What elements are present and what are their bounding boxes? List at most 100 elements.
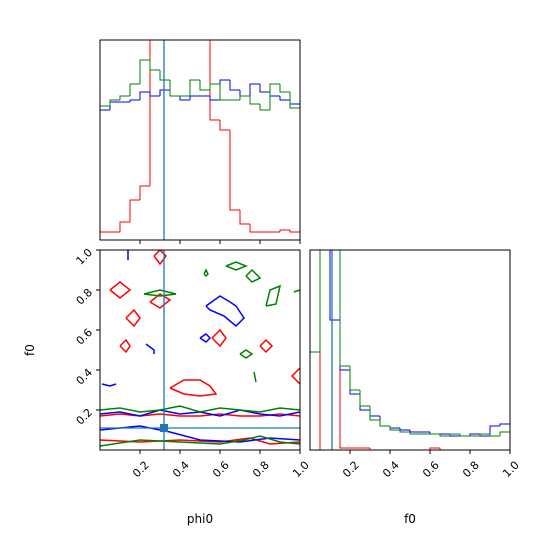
x-tick-label: 0.4	[380, 459, 402, 481]
contour-line	[211, 328, 227, 348]
hist-step	[319, 250, 321, 450]
x-tick-label: 0.2	[130, 459, 152, 481]
hist-step	[289, 92, 300, 240]
hist-step	[379, 420, 390, 427]
hist-step	[159, 70, 170, 81]
hist-step	[249, 96, 260, 105]
hist-step	[379, 416, 390, 427]
hist-step	[199, 80, 210, 91]
hist-step	[359, 394, 370, 411]
hist-step	[129, 83, 140, 96]
contour-line	[100, 425, 300, 443]
hist-step	[209, 96, 220, 101]
contour-line	[169, 379, 218, 397]
contour-line	[100, 435, 300, 447]
contour-line	[259, 338, 274, 354]
hist-step	[100, 105, 110, 240]
hist-step	[219, 79, 230, 100]
hist-step	[229, 80, 240, 91]
hist-step	[139, 91, 150, 100]
hist-step	[129, 99, 140, 102]
plot-area	[100, 40, 300, 240]
x-tick-label: 1.0	[500, 459, 522, 481]
hist-step	[399, 428, 410, 431]
contour-line	[205, 295, 245, 328]
x-tick-label: 0.8	[250, 459, 272, 481]
hist-step	[469, 433, 480, 436]
hist-step	[129, 199, 140, 222]
contour-line	[293, 289, 300, 293]
hist-step	[439, 434, 450, 437]
hist-step	[499, 431, 510, 450]
contour-line	[245, 268, 262, 283]
hist-step	[310, 351, 320, 450]
hist-step	[100, 231, 110, 240]
hist-step	[329, 250, 340, 251]
contour-line	[100, 405, 300, 413]
y-tick-label: 0.2	[74, 406, 96, 428]
hist-step	[139, 59, 150, 84]
hist-step	[159, 89, 170, 96]
hist-step	[499, 423, 510, 450]
axes-frame	[309, 249, 511, 451]
hist-step	[389, 426, 400, 429]
hist-step	[219, 84, 230, 101]
axes-frame	[99, 39, 301, 241]
contour-line	[145, 343, 155, 354]
y-tick-label: 0.4	[74, 366, 96, 388]
axes-frame	[99, 249, 301, 451]
hist-step	[339, 320, 350, 371]
contour-line	[100, 437, 300, 445]
hist-step	[279, 229, 290, 232]
hist-step	[369, 448, 380, 450]
y-axis-label: f0	[23, 344, 37, 356]
x-tick-label: 0.2	[340, 459, 362, 481]
hist-step	[459, 434, 470, 437]
truth-marker	[160, 424, 168, 432]
hist-step	[269, 83, 280, 110]
hist-step	[109, 99, 120, 106]
x-tick-label: 0.8	[460, 459, 482, 481]
plot-area	[100, 250, 300, 450]
hist-step	[439, 448, 450, 450]
hist-step	[219, 120, 230, 131]
hist-step	[409, 432, 420, 435]
y-tick-label: 1.0	[74, 246, 96, 268]
hist-step	[209, 83, 220, 90]
x-tick-label: 0.6	[420, 459, 442, 481]
hist-step	[149, 60, 160, 71]
hist-step	[189, 95, 200, 100]
contour-line	[225, 261, 249, 271]
hist-step	[479, 433, 490, 436]
x-tick-label: 1.0	[290, 459, 312, 481]
contour-line	[239, 349, 254, 359]
hist-step	[239, 210, 250, 225]
contour-line	[101, 383, 117, 387]
hist-step	[149, 92, 160, 97]
hist-step	[259, 84, 270, 93]
hist-step	[149, 40, 151, 186]
hist-step	[209, 40, 220, 121]
hist-step	[449, 433, 460, 436]
x-tick-label: 0.4	[170, 459, 192, 481]
hist-step	[189, 79, 200, 96]
hist-step	[249, 224, 260, 233]
hist-step	[359, 390, 370, 407]
contour-line	[153, 250, 167, 266]
hist-step	[279, 84, 290, 93]
x-axis-label: phi0	[187, 512, 213, 526]
hist-step	[319, 250, 321, 352]
hist-step	[239, 90, 250, 97]
hist-step	[429, 447, 440, 450]
hist-step	[489, 434, 500, 437]
contour-line	[253, 371, 257, 383]
contour-line	[149, 293, 172, 309]
plot-area	[310, 250, 510, 450]
contour-line	[125, 308, 141, 328]
contour-line	[143, 289, 177, 297]
hist-step	[489, 425, 500, 436]
contour-line	[265, 284, 282, 307]
hist-step	[179, 96, 190, 101]
x-axis-label: f0	[404, 512, 416, 526]
